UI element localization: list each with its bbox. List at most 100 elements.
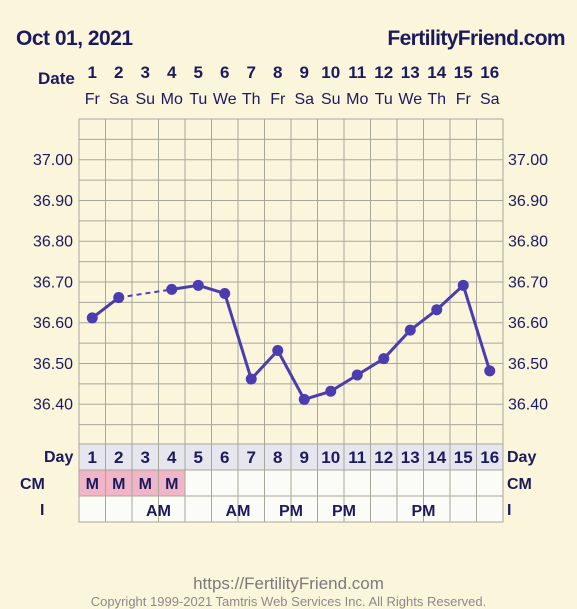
cm-cell-highlight <box>159 470 185 496</box>
temperature-point <box>484 365 496 377</box>
y-tick-left: 36.50 <box>33 356 73 373</box>
series-segment <box>91 296 120 320</box>
i-row-label-right: I <box>507 502 511 519</box>
intercourse-value: AM <box>226 503 251 520</box>
y-tick-right: 36.80 <box>508 234 548 251</box>
date-number: 8 <box>273 63 282 82</box>
date-number: 2 <box>114 63 123 82</box>
weekday-label: Su <box>135 91 155 108</box>
y-tick-right: 36.90 <box>508 193 548 210</box>
weekday-label: Fr <box>270 91 286 108</box>
table-rows <box>78 443 504 523</box>
temperature-point <box>378 353 390 365</box>
brand-logo-text[interactable]: FertilityFriend.com <box>387 27 565 50</box>
y-tick-left: 36.40 <box>33 397 73 414</box>
weekday-label: We <box>213 91 237 108</box>
weekday-label: Fr <box>456 91 472 108</box>
day-row-label-left: Day <box>44 449 73 466</box>
cm-cell-highlight <box>79 470 105 496</box>
y-tick-right: 36.40 <box>508 397 548 414</box>
temperature-point <box>325 385 337 397</box>
date-number: 13 <box>401 63 420 82</box>
weekday-label: Mo <box>346 91 368 108</box>
date-number: 5 <box>194 63 203 82</box>
series-segment <box>223 293 253 380</box>
temperature-point <box>298 393 310 405</box>
temperature-point <box>457 279 469 291</box>
day-number: 4 <box>167 448 177 467</box>
y-tick-left: 37.00 <box>33 152 73 169</box>
series-segment <box>276 349 306 401</box>
cm-value: M <box>165 476 178 493</box>
y-tick-right: 36.70 <box>508 274 548 291</box>
intercourse-value: PM <box>412 503 436 520</box>
weekday-label: Sa <box>480 91 500 108</box>
temperature-series <box>86 279 496 405</box>
cm-row-label-right: CM <box>507 476 532 493</box>
temperature-point <box>192 279 204 291</box>
temperature-point <box>351 369 363 381</box>
y-tick-right: 36.50 <box>508 356 548 373</box>
temperature-point <box>113 292 125 304</box>
day-number: 13 <box>401 448 420 467</box>
date-number: 14 <box>427 63 446 82</box>
y-tick-left: 36.90 <box>33 193 73 210</box>
date-number: 15 <box>454 63 473 82</box>
i-row-label-left: I <box>40 502 44 519</box>
series-segment <box>250 349 279 381</box>
date-number: 3 <box>141 63 150 82</box>
day-number: 12 <box>374 448 393 467</box>
footer-copyright: Copyright 1999-2021 Tamtris Web Services… <box>90 594 487 609</box>
temperature-point <box>86 312 98 324</box>
weekday-label: We <box>398 91 422 108</box>
day-number: 8 <box>273 448 282 467</box>
day-number: 7 <box>247 448 256 467</box>
date-number: 16 <box>480 63 499 82</box>
temperature-point <box>272 345 284 357</box>
day-number: 16 <box>480 448 499 467</box>
date-number: 4 <box>167 63 177 82</box>
day-number: 2 <box>114 448 123 467</box>
day-number: 15 <box>454 448 473 467</box>
intercourse-value: PM <box>332 503 356 520</box>
footer-url[interactable]: https://FertilityFriend.com <box>193 574 384 593</box>
date-number: 11 <box>348 63 366 82</box>
weekday-label: Mo <box>161 91 183 108</box>
cm-value: M <box>86 476 99 493</box>
weekday-label: Tu <box>375 91 393 108</box>
date-number: 1 <box>88 63 97 82</box>
temperature-point <box>219 287 231 299</box>
temperature-point <box>404 324 416 336</box>
y-tick-right: 37.00 <box>508 152 548 169</box>
y-tick-left: 36.70 <box>33 274 73 291</box>
chart-labels: Date 1 Fr 2 Sa 3 Su 4 Mo 5 Tu 6 We 7 Th 8 Fr 9 Sa 10 Su 11 Mo 1… <box>20 63 548 520</box>
date-number: 7 <box>247 63 256 82</box>
day-number: 5 <box>194 448 203 467</box>
series-segment <box>435 284 465 311</box>
cm-row-label-left: CM <box>20 476 45 493</box>
y-tick-right: 36.60 <box>508 315 548 332</box>
date-number: 10 <box>321 63 340 82</box>
intercourse-value: PM <box>279 503 303 520</box>
chart-date: Oct 01, 2021 <box>16 27 133 50</box>
day-number: 11 <box>348 448 366 467</box>
date-number: 12 <box>374 63 393 82</box>
cm-value: M <box>112 476 125 493</box>
series-segment <box>461 284 492 372</box>
day-row-label-right: Day <box>507 449 536 466</box>
y-tick-left: 36.60 <box>33 315 73 332</box>
temperature-point <box>245 373 257 385</box>
weekday-label: Su <box>321 91 341 108</box>
day-number: 9 <box>300 448 309 467</box>
day-number: 10 <box>321 448 340 467</box>
day-number: 6 <box>220 448 229 467</box>
y-tick-left: 36.80 <box>33 234 73 251</box>
day-number: 3 <box>141 448 150 467</box>
series-segment <box>382 329 412 360</box>
cm-value: M <box>139 476 152 493</box>
day-number: 1 <box>88 448 97 467</box>
date-number: 9 <box>300 63 309 82</box>
weekday-label: Th <box>427 91 446 108</box>
temperature-point <box>431 304 443 316</box>
